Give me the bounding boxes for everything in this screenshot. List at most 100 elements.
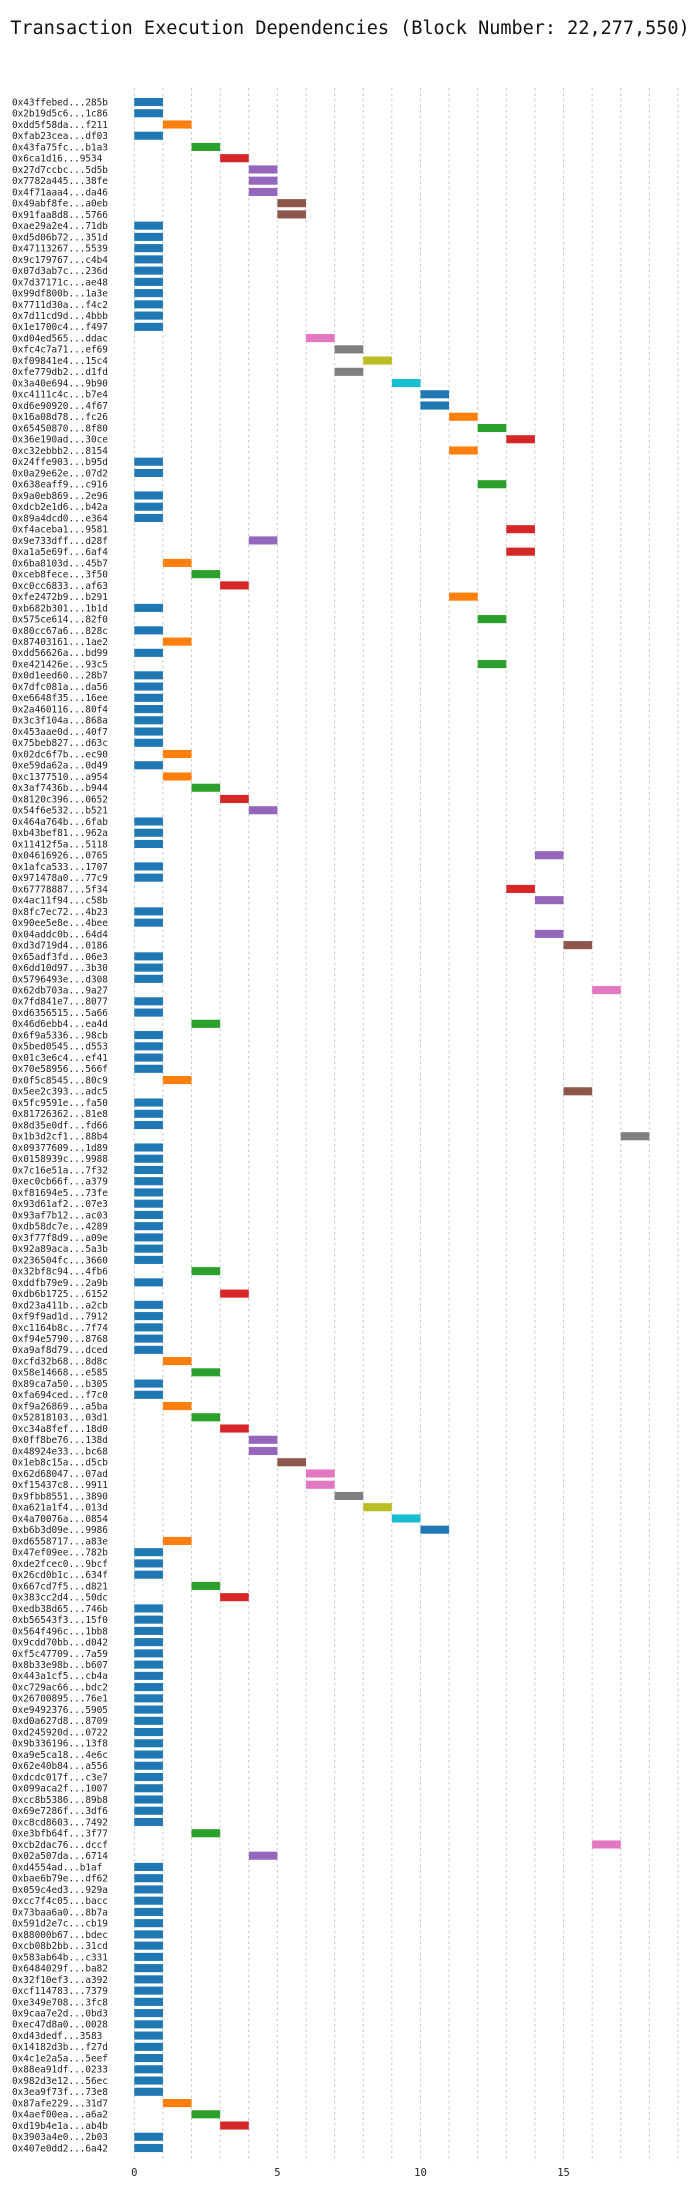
transaction-label: 0xcfd32b68...8d8c — [12, 1356, 108, 1367]
transaction-label: 0xe6648f35...16ee — [12, 693, 108, 704]
transaction-bar — [134, 626, 163, 635]
transaction-bar — [134, 693, 163, 702]
transaction-bar — [134, 1604, 163, 1613]
transaction-label: 0x52818103...03d1 — [12, 1413, 108, 1424]
transaction-bar — [391, 1514, 421, 1523]
transaction-label: 0xec0cb66f...a379 — [12, 1177, 108, 1188]
transaction-label: 0xf94e5790...8768 — [12, 1334, 108, 1345]
transaction-label: 0x47ef09ee...782b — [12, 1548, 108, 1559]
transaction-label: 0x04616926...0765 — [12, 851, 108, 862]
transaction-bar — [134, 457, 163, 466]
transaction-label: 0x3f77f8d9...a09e — [12, 1233, 108, 1244]
transaction-bar — [134, 2054, 163, 2063]
transaction-bar — [134, 2009, 163, 2018]
transaction-label: 0x43fa75fc...b1a3 — [12, 142, 108, 153]
transaction-label: 0x91faa8d8...5766 — [12, 210, 108, 221]
transaction-label: 0x8120c396...0652 — [12, 794, 108, 805]
transaction-bar — [134, 502, 163, 511]
transaction-bar — [134, 289, 163, 298]
transaction-bar — [134, 266, 163, 275]
transaction-bar — [134, 828, 163, 837]
transaction-label: 0xddfb79e9...2a9b — [12, 1278, 108, 1289]
transaction-bar — [134, 1548, 163, 1557]
transaction-bar — [134, 974, 163, 983]
transaction-label: 0x7711d30a...f4c2 — [12, 300, 108, 311]
transaction-bar — [134, 1570, 163, 1579]
transaction-label: 0x70e58956...566f — [12, 1064, 108, 1075]
transaction-bar — [220, 154, 249, 163]
transaction-label: 0x75beb827...d63c — [12, 738, 108, 749]
transaction-label: 0x07d3ab7c...236d — [12, 266, 108, 277]
transaction-label: 0x32f10ef3...a392 — [12, 1975, 108, 1986]
transaction-label: 0xd23a411b...a2cb — [12, 1300, 108, 1311]
transaction-label: 0x4f71aaa4...da46 — [12, 187, 108, 198]
transaction-bar — [134, 1750, 163, 1759]
transaction-label: 0xb43bef81...962a — [12, 828, 108, 839]
transaction-label: 0x564f496c...1bb8 — [12, 1626, 108, 1637]
transaction-label: 0x2a460116...80f4 — [12, 704, 108, 715]
transaction-label: 0xe421426e...93c5 — [12, 659, 108, 670]
transaction-bar — [134, 1379, 163, 1388]
transaction-label: 0xcb2dac76...dccf — [12, 1840, 108, 1851]
transaction-bar — [220, 1424, 249, 1433]
transaction-label: 0xe349e708...3fc8 — [12, 1997, 108, 2008]
transaction-bar — [220, 1289, 249, 1298]
transaction-bar — [162, 1536, 192, 1545]
transaction-label: 0x0ff8be76...138d — [12, 1435, 108, 1446]
transaction-label: 0x93d61af2...07e3 — [12, 1199, 108, 1210]
transaction-label: 0x02a507da...6714 — [12, 1851, 108, 1862]
transaction-label: 0xb6b3d09e...9986 — [12, 1525, 108, 1536]
transaction-label: 0x0a29e62e...07d2 — [12, 468, 108, 479]
transaction-label: 0xf9f9ad1d...7912 — [12, 1312, 108, 1323]
transaction-bar — [134, 1199, 163, 1208]
transaction-label: 0xe59da62a...0d49 — [12, 761, 108, 772]
transaction-label: 0xfa694ced...f7c0 — [12, 1390, 108, 1401]
transaction-bar — [134, 1761, 163, 1770]
transaction-label: 0xc1377510...a954 — [12, 772, 108, 783]
transaction-label: 0x971478a0...77c9 — [12, 873, 108, 884]
transaction-bar — [134, 1919, 163, 1928]
transaction-label: 0x36e190ad...30ce — [12, 435, 108, 446]
transaction-label: 0x443a1cf5...cb4a — [12, 1671, 108, 1682]
transaction-bar — [134, 1278, 163, 1287]
transaction-bar — [449, 446, 478, 455]
transaction-bar — [134, 1986, 163, 1995]
transaction-bar — [220, 1593, 249, 1602]
transaction-label: 0x87afe229...31d7 — [12, 2098, 108, 2109]
transaction-label: 0xd0a627d8...8709 — [12, 1716, 108, 1727]
transaction-label: 0xb682b301...1b1d — [12, 603, 108, 614]
transaction-bar — [248, 1446, 278, 1456]
transaction-bar — [506, 547, 535, 556]
transaction-bar — [134, 1559, 163, 1568]
transaction-bar — [134, 277, 163, 286]
transaction-bar — [134, 2132, 163, 2141]
transaction-bar — [162, 1401, 192, 1411]
transaction-bar — [248, 536, 278, 545]
transaction-bar — [363, 1503, 392, 1512]
transaction-bar — [134, 1705, 163, 1714]
transaction-bar — [134, 1997, 163, 2006]
transaction-bar — [134, 1143, 163, 1152]
transaction-bar — [306, 1469, 335, 1478]
transaction-bar — [134, 918, 163, 927]
transaction-label: 0x99df800b...1a3e — [12, 289, 108, 300]
transaction-bar — [134, 1154, 163, 1163]
transaction-bar — [620, 1132, 650, 1141]
transaction-label: 0x4ac11f94...c58b — [12, 896, 108, 907]
transaction-bar — [563, 941, 593, 950]
transaction-label: 0x92a89aca...5a3b — [12, 1244, 108, 1255]
transaction-label: 0x9caa7e2d...0bd3 — [12, 2008, 108, 2019]
transaction-bar — [534, 896, 564, 905]
transaction-bar — [391, 378, 421, 388]
transaction-label: 0x0f5c8545...80c9 — [12, 1075, 108, 1086]
transaction-label: 0x9a0eb869...2e96 — [12, 491, 108, 502]
transaction-bar — [134, 1233, 163, 1242]
transaction-bar — [306, 1480, 335, 1489]
transaction-label: 0x1b3d2cf1...88b4 — [12, 1132, 108, 1143]
transaction-bar — [134, 817, 163, 826]
transaction-bar — [420, 390, 450, 399]
transaction-label: 0x3a40e694...9b90 — [12, 378, 108, 389]
transaction-bar — [134, 648, 163, 657]
transaction-label: 0xdb58dc7e...4289 — [12, 1222, 108, 1233]
transaction-label: 0x8d35e0df...fd66 — [12, 1120, 108, 1131]
